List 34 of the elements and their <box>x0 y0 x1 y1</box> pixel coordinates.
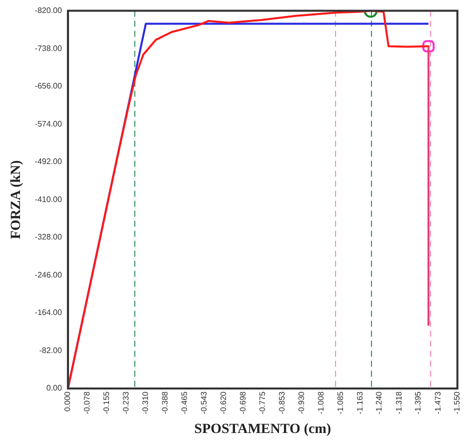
y-tick-label: -820.00 <box>34 6 62 16</box>
x-tick-label: -1.318 <box>394 390 404 414</box>
x-tick-label: -0.620 <box>218 390 228 414</box>
x-tick-label: -0.465 <box>180 390 189 414</box>
x-tick-label: -1.473 <box>433 390 442 414</box>
x-tick-label: -1.550 <box>452 390 462 414</box>
y-tick-label: -246.00 <box>34 270 62 280</box>
x-tick-label: -1.240 <box>374 390 384 414</box>
y-tick-label: -492.00 <box>34 157 62 166</box>
x-axis-title: SPOSTAMENTO (cm) <box>194 422 332 438</box>
x-tick-label: -1.395 <box>414 390 423 414</box>
x-tick-label: -0.388 <box>160 390 170 414</box>
y-tick-label: -410.00 <box>34 194 62 204</box>
y-tick-label: 0.00 <box>46 384 62 393</box>
x-tick-label: -0.853 <box>277 390 286 414</box>
y-axis-title: FORZA (kN) <box>9 160 24 240</box>
x-tick-label: -0.930 <box>296 390 306 414</box>
x-tick-label: -0.155 <box>102 390 112 414</box>
x-tick-label: -0.310 <box>141 390 150 414</box>
y-tick-label: -656.00 <box>34 82 62 91</box>
x-tick-label: -0.078 <box>82 390 92 414</box>
x-tick-label: -0.543 <box>200 390 209 414</box>
x-tick-label: -1.085 <box>336 390 345 414</box>
x-tick-label: -1.163 <box>355 390 364 414</box>
y-tick-label: -574.00 <box>34 119 62 128</box>
y-tick-label: -738.00 <box>34 44 62 53</box>
y-tick-label: -164.00 <box>34 308 62 318</box>
y-tick-label: -82.00 <box>39 346 62 355</box>
y-tick-label: -328.00 <box>34 232 62 242</box>
x-tick-label: -0.233 <box>122 390 131 414</box>
x-tick-label: -1.008 <box>316 390 326 414</box>
x-tick-label: -0.775 <box>258 390 267 414</box>
x-tick-label: 0.000 <box>63 390 72 412</box>
x-tick-label: -0.698 <box>238 390 248 414</box>
